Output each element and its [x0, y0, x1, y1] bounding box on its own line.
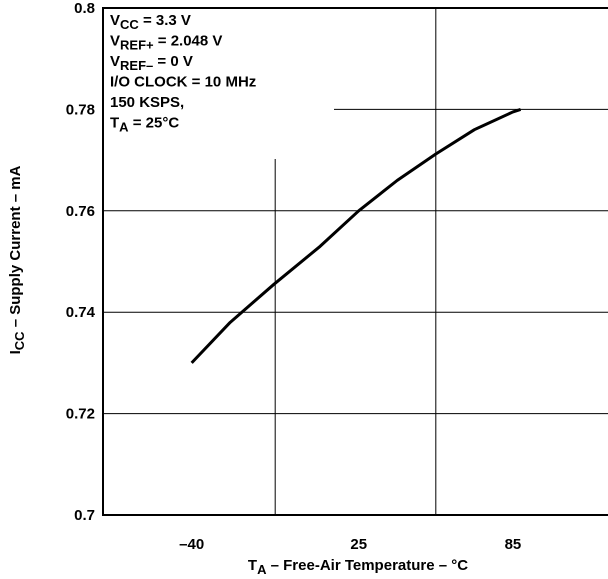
text-part: V: [110, 12, 120, 29]
y-tick-label: 0.8: [74, 0, 95, 17]
annotation-line: VCC = 3.3 V: [110, 12, 191, 32]
text-part: I: [7, 350, 24, 354]
subscript: CC: [12, 331, 27, 350]
y-tick-label: 0.7: [74, 507, 95, 524]
text-part: – Free-Air Temperature – °C: [266, 557, 468, 574]
subscript: A: [119, 119, 129, 134]
annotation-line: I/O CLOCK = 10 MHz: [110, 74, 256, 91]
annotation-line: VREF+ = 2.048 V: [110, 33, 222, 53]
x-axis-label: TA – Free-Air Temperature – °C: [248, 557, 468, 577]
subscript: A: [257, 562, 267, 577]
subscript: REF–: [120, 58, 153, 73]
subscript: REF+: [120, 37, 154, 52]
annotation-background: [104, 9, 334, 159]
text-part: = 25°C: [129, 115, 180, 132]
y-tick-label: 0.72: [66, 406, 95, 423]
x-tick-label: 85: [505, 536, 522, 553]
annotation-line: VREF– = 0 V: [110, 53, 193, 73]
text-part: = 0 V: [153, 53, 193, 70]
annotation-line: TA = 25°C: [110, 115, 179, 135]
text-part: V: [110, 53, 120, 70]
y-tick-label: 0.76: [66, 203, 95, 220]
x-tick-label: –40: [179, 536, 204, 553]
text-part: T: [110, 115, 119, 132]
text-part: T: [248, 557, 257, 574]
y-tick-label: 0.74: [66, 304, 96, 321]
data-line: [190, 107, 522, 364]
text-part: = 3.3 V: [139, 12, 191, 29]
y-tick-label: 0.78: [66, 101, 95, 118]
annotation-line: 150 KSPS,: [110, 94, 184, 111]
text-part: – Supply Current – mA: [7, 165, 24, 331]
text-part: 150 KSPS,: [110, 94, 184, 111]
y-axis-label: ICC – Supply Current – mA: [7, 165, 27, 354]
plot-frame: [102, 7, 608, 516]
text-part: V: [110, 33, 120, 50]
x-tick-label: 25: [350, 536, 367, 553]
text-part: I/O CLOCK = 10 MHz: [110, 74, 256, 91]
text-part: = 2.048 V: [154, 33, 223, 50]
subscript: CC: [120, 17, 139, 32]
